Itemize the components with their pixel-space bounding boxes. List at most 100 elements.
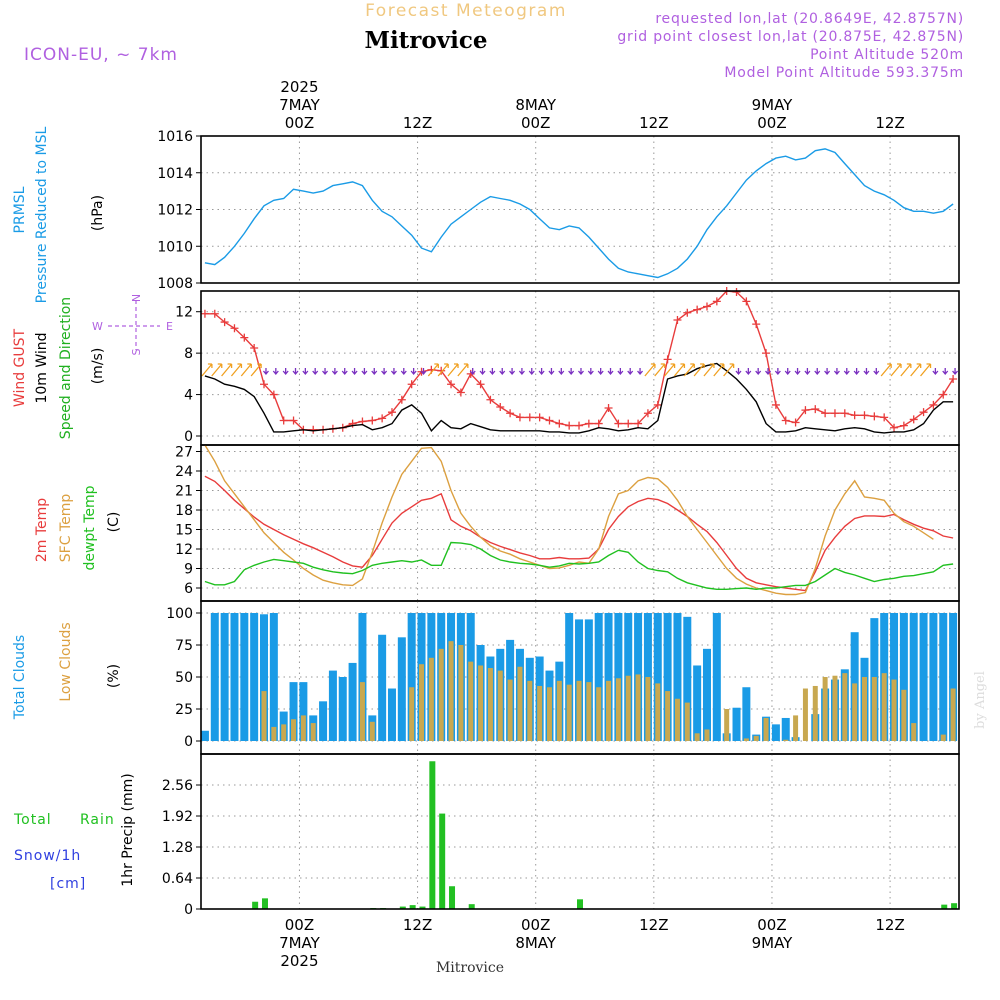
- wind-arrow: [577, 368, 584, 376]
- total-cloud-bar: [575, 619, 584, 741]
- bottom-hour-label: 00Z: [521, 916, 550, 934]
- low-cloud-bar: [842, 673, 848, 741]
- wind-arrow: [518, 368, 525, 376]
- wind-arrow: [420, 368, 427, 376]
- series-pressure: [204, 148, 954, 279]
- total-cloud-bar: [949, 613, 958, 741]
- wind-arrow: [784, 368, 791, 376]
- low-cloud-bar: [674, 698, 680, 741]
- bottom-day-label: 8MAY: [515, 934, 557, 952]
- total-cloud-bar: [653, 613, 662, 741]
- top-hour-label: 00Z: [757, 114, 786, 132]
- low-cloud-bar: [438, 648, 444, 741]
- wind-arrow: [833, 368, 840, 376]
- wind-arrow: [361, 368, 368, 376]
- precip-bar: [439, 813, 446, 909]
- low-cloud-bar: [812, 685, 818, 741]
- gust-marker: [762, 349, 771, 358]
- wind-arrow: [673, 363, 686, 377]
- precip-bar: [419, 906, 426, 909]
- gust-marker: [850, 411, 859, 420]
- bottom-year-label: 2025: [280, 952, 318, 970]
- precip-bar: [951, 903, 958, 909]
- gust-marker: [515, 413, 524, 422]
- wind-arrow: [221, 363, 233, 377]
- wind-arrow: [272, 368, 279, 376]
- gust-marker: [210, 309, 219, 318]
- gust-marker: [693, 305, 702, 314]
- low-cloud-bar: [871, 677, 877, 741]
- gust-marker: [870, 412, 879, 421]
- ytick-label-temp: 21: [175, 484, 193, 500]
- panel-wind: 0 4 8 12: [175, 287, 960, 446]
- low-cloud-bar: [566, 684, 572, 741]
- wind-arrow: [447, 363, 459, 377]
- panel-precip: 0 0.64 1.28 1.92 2.56: [162, 753, 960, 918]
- gust-marker: [525, 413, 534, 422]
- wind-arrow: [341, 368, 348, 376]
- gust-marker: [584, 419, 593, 428]
- ytick-label-pressure: 1014: [157, 166, 193, 182]
- low-cloud-bar: [556, 680, 562, 741]
- low-cloud-bar: [655, 683, 661, 741]
- wind-arrow: [774, 368, 781, 376]
- bottom-day-label: 9MAY: [752, 934, 794, 952]
- wind-arrow: [587, 368, 594, 376]
- low-cloud-bar: [497, 670, 503, 741]
- wind-arrow: [457, 363, 469, 377]
- low-cloud-bar: [891, 679, 897, 741]
- total-cloud-bar: [407, 613, 416, 741]
- wind-arrow: [654, 363, 666, 377]
- wind-arrow: [735, 368, 742, 376]
- cloud-unit: (%): [106, 664, 122, 688]
- credit: by Angel: [973, 671, 988, 729]
- total-cloud-bar: [673, 613, 682, 741]
- gust-marker: [821, 409, 830, 418]
- sfc-label: SFC Temp: [58, 494, 74, 563]
- top-hour-label: 12Z: [403, 114, 432, 132]
- low-cloud-bar: [625, 675, 631, 741]
- wind-arrow: [312, 368, 319, 376]
- total-cloud-bar: [693, 665, 702, 741]
- panel-frame-pressure: [200, 135, 960, 284]
- precip-bar: [409, 905, 416, 909]
- gust-marker: [624, 419, 633, 428]
- wind-arrow: [558, 368, 565, 376]
- total-cloud-bar: [397, 637, 406, 741]
- gust-marker: [880, 413, 889, 422]
- pressure-label-1: PRMSL: [12, 186, 28, 233]
- top-hour-label: 12Z: [639, 114, 668, 132]
- ytick-label-precip: 0.64: [162, 871, 193, 887]
- precip-rain-label: Rain: [80, 812, 115, 828]
- gust-marker: [447, 380, 456, 389]
- gust-marker: [368, 416, 377, 425]
- wind-arrow: [853, 368, 860, 376]
- low-cloud-bar: [261, 691, 267, 741]
- ytick-label-temp: 18: [175, 503, 193, 519]
- low-cloud-bar: [802, 688, 808, 741]
- gust-marker: [643, 409, 652, 418]
- total-cloud-bar: [890, 613, 899, 741]
- wind-arrow: [890, 363, 902, 377]
- gust-marker: [909, 415, 918, 424]
- gust-marker: [250, 343, 259, 352]
- total-cloud-bar: [260, 614, 269, 741]
- gust-marker: [949, 375, 958, 384]
- temp-unit: (C): [106, 512, 122, 533]
- total-cloud-bar: [939, 613, 948, 741]
- top-hour-label: 00Z: [521, 114, 550, 132]
- low-cloud-bar: [881, 673, 887, 741]
- t2m-label: 2m Temp: [34, 498, 50, 562]
- low-cloud-bar: [684, 702, 690, 741]
- gust-marker: [387, 408, 396, 417]
- gust-marker: [535, 413, 544, 422]
- bottom-hour-label: 00Z: [757, 916, 786, 934]
- ytick-label-temp: 24: [175, 464, 193, 480]
- dew-label: dewpt Temp: [82, 485, 98, 570]
- precip-bar: [577, 899, 583, 909]
- gust-marker: [801, 406, 810, 415]
- bottom-day-label: 7MAY: [279, 934, 321, 952]
- low-cloud-bar: [645, 677, 651, 741]
- low-cloud-bar: [615, 678, 621, 741]
- wind10-label: 10m Wind: [34, 332, 50, 403]
